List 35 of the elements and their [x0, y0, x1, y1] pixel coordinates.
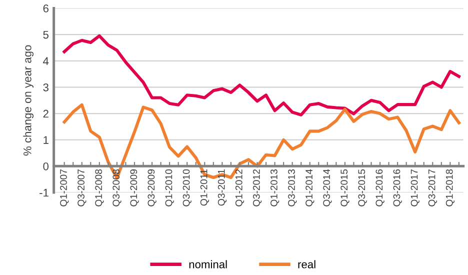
y-tick-label: 6	[43, 4, 48, 12]
x-tick-label: Q1-2014	[306, 169, 314, 206]
x-tick-label: Q1-2009	[130, 169, 139, 206]
x-tick-label: Q1-2012	[235, 169, 244, 206]
y-tick-label: 1	[44, 136, 48, 144]
x-tick-label: Q1-2016	[376, 169, 384, 206]
x-tick-label: Q3-2007	[78, 169, 86, 206]
x-tick-label: Q3-2017	[428, 169, 437, 206]
x-tick-label: Q3-2009	[148, 169, 156, 206]
x-tick-label: Q3-2016	[393, 169, 402, 206]
x-tick-label: Q3-2012	[252, 169, 262, 206]
y-tick-label: 2	[43, 110, 48, 118]
x-tick-label: Q3-2013	[288, 169, 297, 206]
x-tick-label: Q1-2008	[95, 169, 104, 206]
y-tick-label: 3	[43, 83, 48, 92]
y-tick-label: 0	[43, 162, 49, 170]
x-tick-label: Q1-2015	[340, 169, 350, 206]
legend-label: real	[298, 260, 316, 268]
x-tick-label: Q1-2011	[200, 169, 209, 206]
x-tick-label: Q1-2010	[165, 169, 174, 206]
x-tick-label: Q1-2013	[270, 169, 280, 206]
x-tick-label: Q1-2007	[60, 169, 69, 206]
x-tick-label: Q3-2008	[112, 169, 122, 206]
x-tick-label: Q3-2011	[218, 169, 227, 206]
x-tick-label: Q3-2014	[323, 169, 332, 206]
x-tick-label: Q3-2015	[358, 169, 367, 206]
y-axis-title: % change on year ago	[23, 45, 34, 156]
x-tick-label: Q1-2017	[410, 169, 420, 206]
x-tick-label: Q3-2010	[182, 169, 192, 206]
y-tick-label: 4	[43, 57, 49, 65]
x-tick-label: Q1-2018	[446, 169, 455, 206]
line-series	[62, 34, 460, 116]
legend-label: nominal	[189, 260, 227, 268]
y-tick-label: -1	[40, 188, 48, 197]
y-tick-label: 5	[43, 30, 48, 39]
